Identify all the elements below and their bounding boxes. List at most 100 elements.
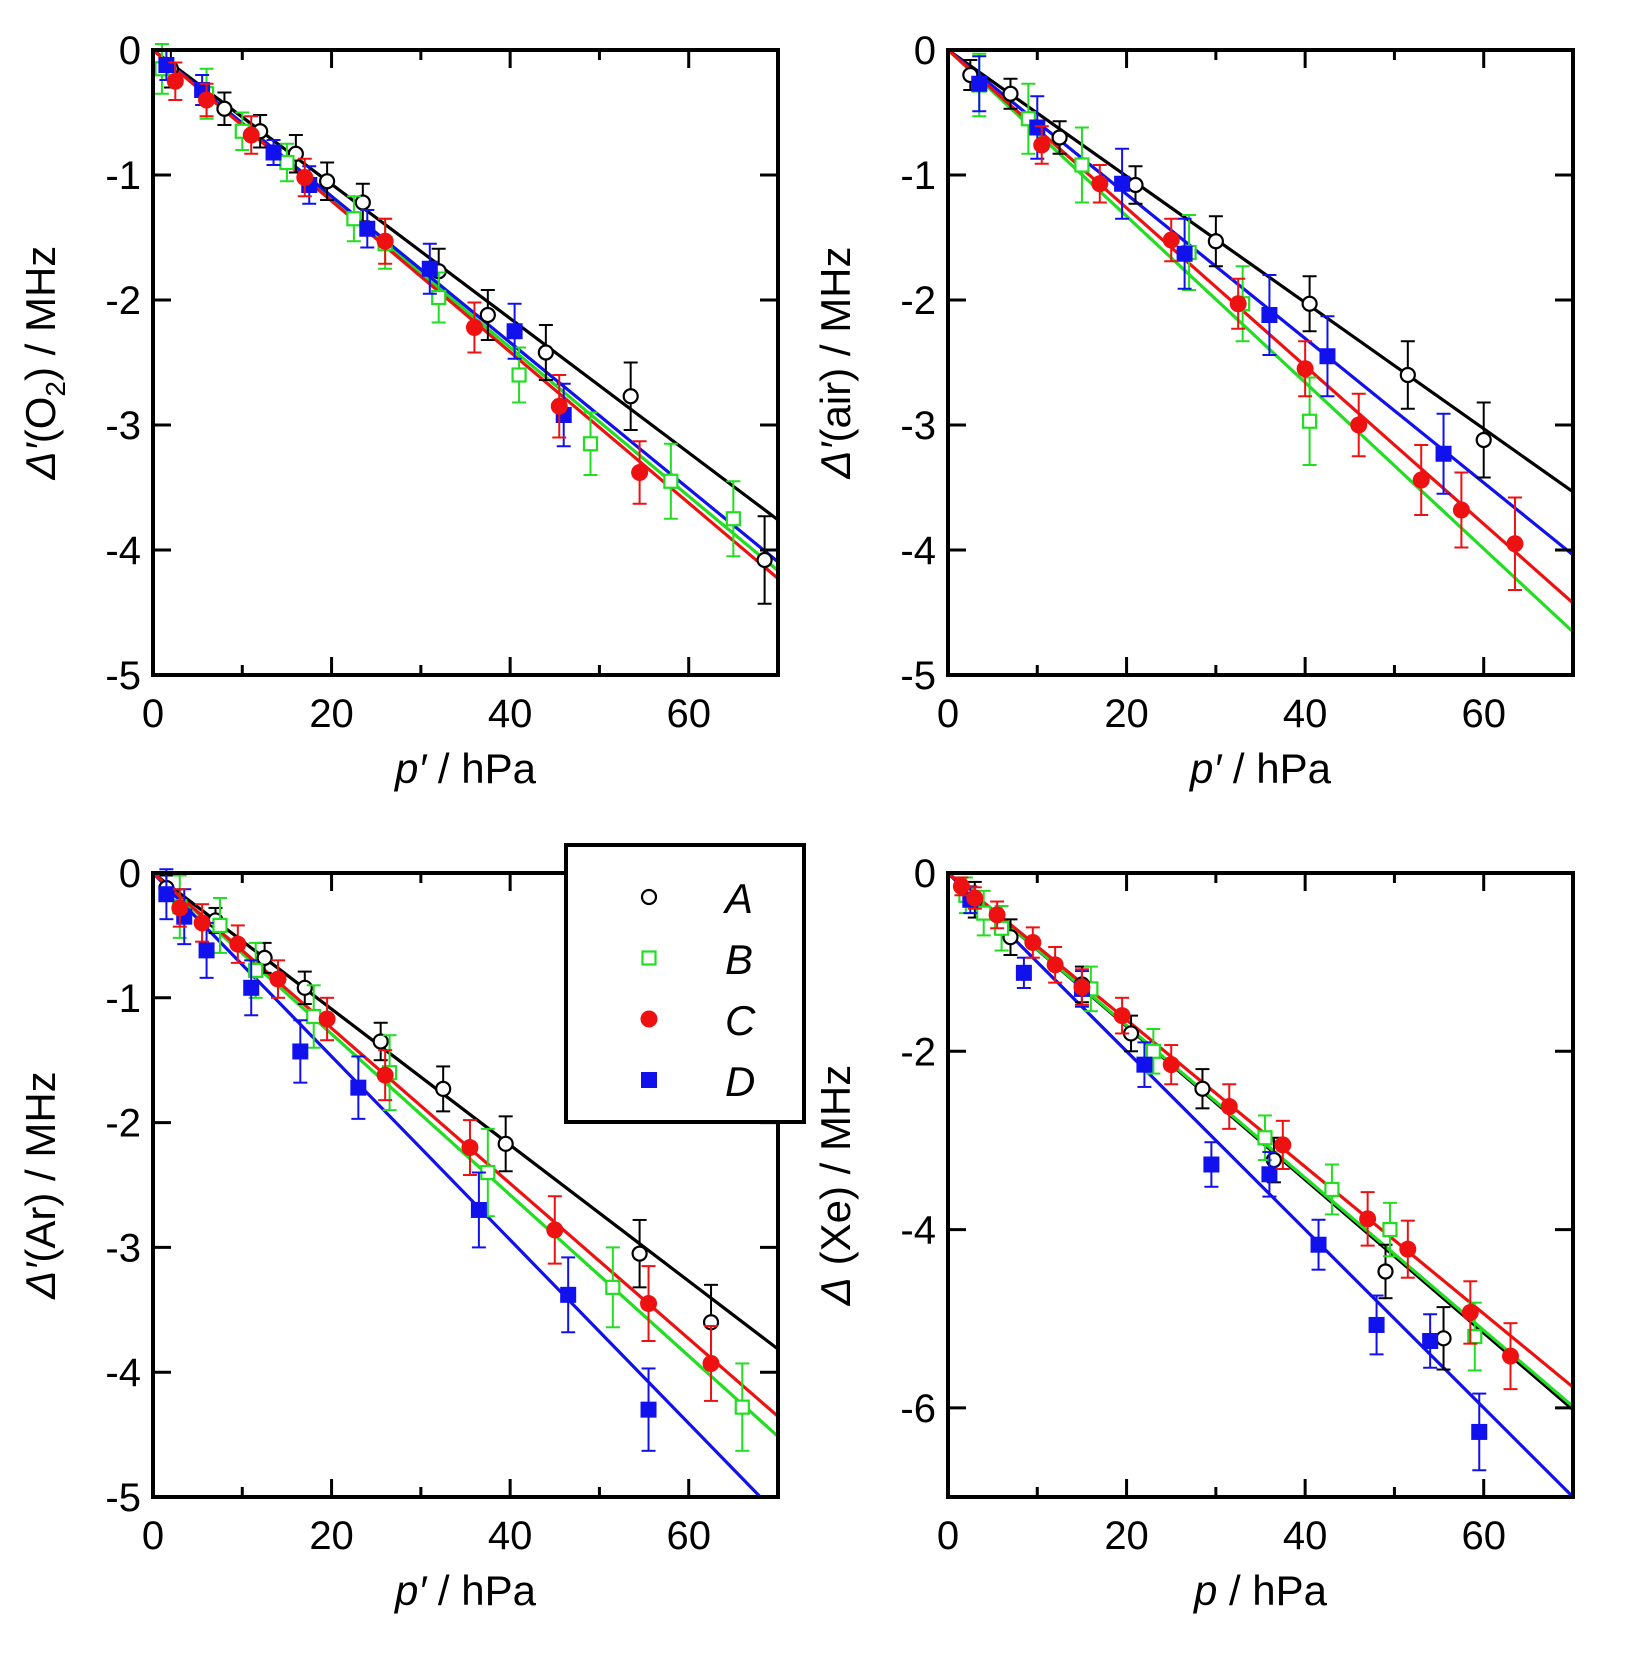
- data-point-C: [1506, 535, 1524, 553]
- y-axis-label-gas: (Xe): [812, 1186, 859, 1277]
- data-point-B: [582, 436, 599, 452]
- data-point-D: [1136, 1056, 1153, 1073]
- data-point-C: [269, 970, 287, 988]
- x-tick-label: 0: [937, 1514, 959, 1558]
- data-point-C: [198, 91, 216, 109]
- series-A: [162, 49, 773, 605]
- y-tick-label: -1: [900, 154, 936, 198]
- data-point-C: [640, 1295, 658, 1313]
- data-point-D: [158, 57, 175, 73]
- y-tick-label: -2: [900, 1030, 936, 1074]
- data-point-D: [198, 942, 215, 959]
- data-point-B: [346, 211, 362, 227]
- data-point-D: [560, 1286, 577, 1303]
- legend-box: [564, 843, 806, 1124]
- data-point-A: [756, 551, 773, 569]
- data-point-B: [1302, 413, 1318, 429]
- data-point-B: [1257, 1130, 1273, 1146]
- data-point-B: [212, 917, 228, 934]
- data-point-B: [725, 511, 741, 527]
- data-point-C: [1162, 1056, 1180, 1074]
- x-tick-label: 0: [937, 692, 959, 736]
- y-tick-label: -2: [105, 279, 141, 323]
- data-point-A: [1207, 233, 1224, 250]
- data-point-D: [1435, 445, 1452, 462]
- data-point-A: [1051, 129, 1068, 146]
- legend-label-A: A: [722, 875, 753, 922]
- data-point-C: [1461, 1303, 1479, 1321]
- data-point-D: [359, 220, 376, 237]
- y-tick-label: -3: [105, 1226, 141, 1270]
- y-tick-label: 0: [914, 852, 936, 896]
- data-point-D: [470, 1201, 487, 1218]
- data-point-B: [1382, 1221, 1398, 1238]
- data-point-A: [1435, 1330, 1452, 1347]
- data-point-D: [1261, 307, 1278, 323]
- series-C: [1033, 125, 1524, 591]
- data-point-C: [465, 319, 483, 336]
- data-point-C: [1024, 934, 1042, 952]
- data-point-B: [605, 1279, 621, 1295]
- data-point-A: [622, 388, 639, 405]
- plot-frame: [151, 48, 780, 677]
- data-point-D: [506, 323, 523, 340]
- legend-label-B: B: [725, 936, 753, 983]
- fit-line-A: [948, 50, 1573, 494]
- x-axis-label-unit: / hPa: [1221, 745, 1331, 792]
- y-tick-label: -4: [105, 529, 141, 573]
- y-axis-label: Δ′(Ar) / MHz: [17, 1071, 64, 1299]
- data-point-C: [1091, 175, 1109, 193]
- y-axis-label-symbol: Δ′: [812, 440, 859, 479]
- legend-label-C: C: [725, 997, 756, 1044]
- y-axis-label-symbol: Δ: [812, 1277, 859, 1306]
- y-axis-label-subscript: 2: [40, 381, 71, 397]
- data-point-C: [631, 464, 649, 481]
- data-point-C: [1350, 416, 1368, 434]
- fit-line-A: [153, 50, 778, 522]
- data-point-A: [1399, 366, 1416, 384]
- series-D: [962, 885, 1488, 1472]
- data-point-A: [1377, 1263, 1394, 1280]
- data-point-D: [1114, 175, 1131, 192]
- x-axis-label: p′ / hPa: [393, 1567, 537, 1614]
- data-point-C: [1452, 501, 1470, 519]
- legend-marker-D: [641, 1072, 657, 1088]
- x-axis-label-var: p′: [393, 745, 428, 792]
- data-point-A: [319, 173, 336, 190]
- data-point-C: [988, 906, 1006, 924]
- x-tick-label: 0: [142, 692, 164, 736]
- data-point-A: [1301, 295, 1318, 312]
- data-point-B: [1074, 157, 1090, 173]
- y-tick-label: -1: [105, 154, 141, 198]
- data-point-D: [1261, 1166, 1278, 1183]
- data-point-C: [1073, 978, 1091, 996]
- fit-line-D: [948, 50, 1573, 557]
- series-D: [971, 55, 1452, 495]
- series-C: [952, 876, 1519, 1391]
- data-point-C: [1046, 956, 1064, 974]
- data-point-C: [242, 126, 260, 144]
- data-point-C: [1412, 471, 1430, 489]
- data-point-D: [292, 1043, 309, 1060]
- data-point-C: [1502, 1347, 1519, 1365]
- data-point-B: [663, 473, 679, 489]
- data-point-C: [1274, 1136, 1292, 1154]
- x-axis-label: p′ / hPa: [1188, 745, 1332, 792]
- data-point-C: [171, 899, 189, 917]
- fit-line-D: [948, 873, 1573, 1497]
- data-point-C: [318, 1010, 336, 1028]
- panel-xe: 0 20 40 60 0 -2 -4 -6 p / hPa Δ (Xe) / MHz: [812, 852, 1575, 1614]
- y-tick-label: -5: [105, 654, 141, 698]
- y-axis-label-gas: (O: [17, 397, 64, 444]
- plot-frame: [151, 871, 780, 1499]
- data-point-B: [248, 962, 264, 978]
- panel-o2: 0 20 40 60 0 -1 -2 -3 -4 -5 p′ / hPa Δ′(O2) / MHz: [17, 29, 780, 792]
- data-point-C: [193, 914, 211, 932]
- data-point-B: [511, 367, 527, 383]
- data-point-D: [1203, 1156, 1220, 1173]
- data-point-C: [166, 72, 184, 90]
- x-axis-label-unit: / hPa: [426, 745, 536, 792]
- data-point-C: [376, 1066, 394, 1084]
- fit-line-C: [948, 873, 1573, 1389]
- y-axis-label: Δ′(air) / MHz: [812, 246, 859, 479]
